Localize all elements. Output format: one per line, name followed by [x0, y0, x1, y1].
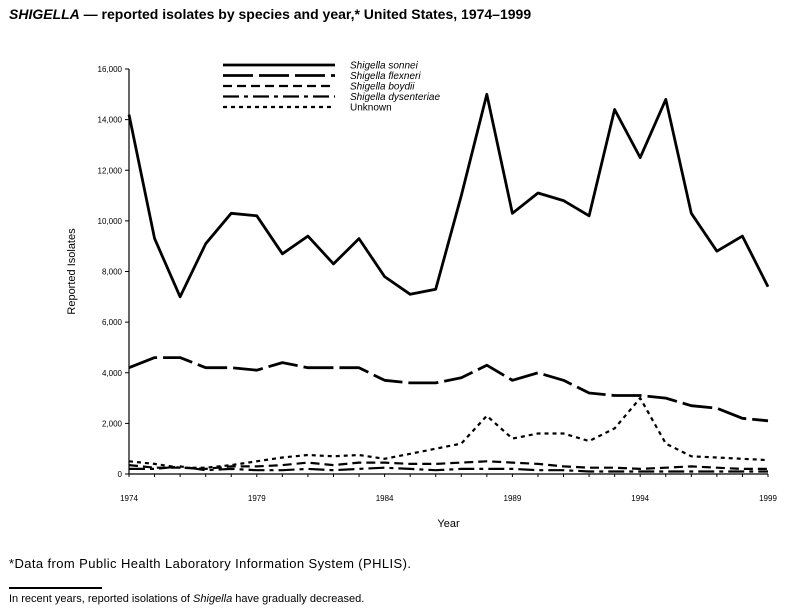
chart-series — [127, 92, 770, 473]
series-line-2 — [128, 356, 769, 423]
legend-label-3: Shigella boydii — [350, 82, 415, 93]
y-tick-label: 14,000 — [98, 116, 123, 125]
summary-before: In recent years, reported isolations of — [9, 593, 194, 605]
y-tick-label: 16,000 — [98, 65, 123, 74]
legend-label-1: Shigella sonnei — [350, 61, 419, 72]
chart-axes: 0 2,000 4,000 6,000 8,000 10,000 12,000 14,000 1… — [66, 65, 777, 530]
title-species: SHIGELLA — [9, 6, 80, 22]
series-line-5 — [128, 397, 769, 469]
summary-after: have gradually decreased. — [232, 593, 365, 605]
x-tick-label: 1994 — [631, 494, 649, 503]
y-tick-label: 2,000 — [102, 419, 123, 428]
legend-label-5: Unknown — [350, 103, 392, 114]
x-tick-label: 1974 — [120, 494, 138, 503]
x-tick-label: 1999 — [759, 494, 777, 503]
y-tick-label: 0 — [118, 470, 123, 479]
title-rest: — reported isolates by species and year,… — [79, 6, 532, 22]
y-tick-label: 4,000 — [102, 369, 123, 378]
legend-label-2: Shigella flexneri — [350, 71, 421, 82]
page-title: SHIGELLA — reported isolates by species … — [9, 6, 531, 22]
summary-italic: Shigella — [193, 593, 233, 605]
x-tick-label: 1989 — [504, 494, 522, 503]
y-tick-label: 10,000 — [98, 217, 123, 226]
series-line-3 — [128, 460, 768, 470]
chart: 0 2,000 4,000 6,000 8,000 10,000 12,000 14,000 1… — [66, 61, 777, 531]
y-tick-label: 12,000 — [98, 166, 123, 175]
x-tick-label: 1979 — [248, 494, 266, 503]
legend-label-4: Shigella dysenteriae — [350, 92, 440, 103]
x-axis-label: Year — [437, 518, 460, 530]
summary-text: In recent years, reported isolations of … — [9, 593, 364, 605]
y-axis-label: Reported Isolates — [66, 228, 78, 315]
y-tick-label: 6,000 — [102, 318, 123, 327]
footnote-divider — [9, 587, 102, 589]
x-tick-label: 1984 — [376, 494, 394, 503]
y-tick-label: 8,000 — [102, 268, 123, 277]
series-line-1 — [127, 92, 770, 299]
footnote: *Data from Public Health Laboratory Info… — [9, 556, 412, 571]
series-line-4 — [129, 465, 768, 473]
